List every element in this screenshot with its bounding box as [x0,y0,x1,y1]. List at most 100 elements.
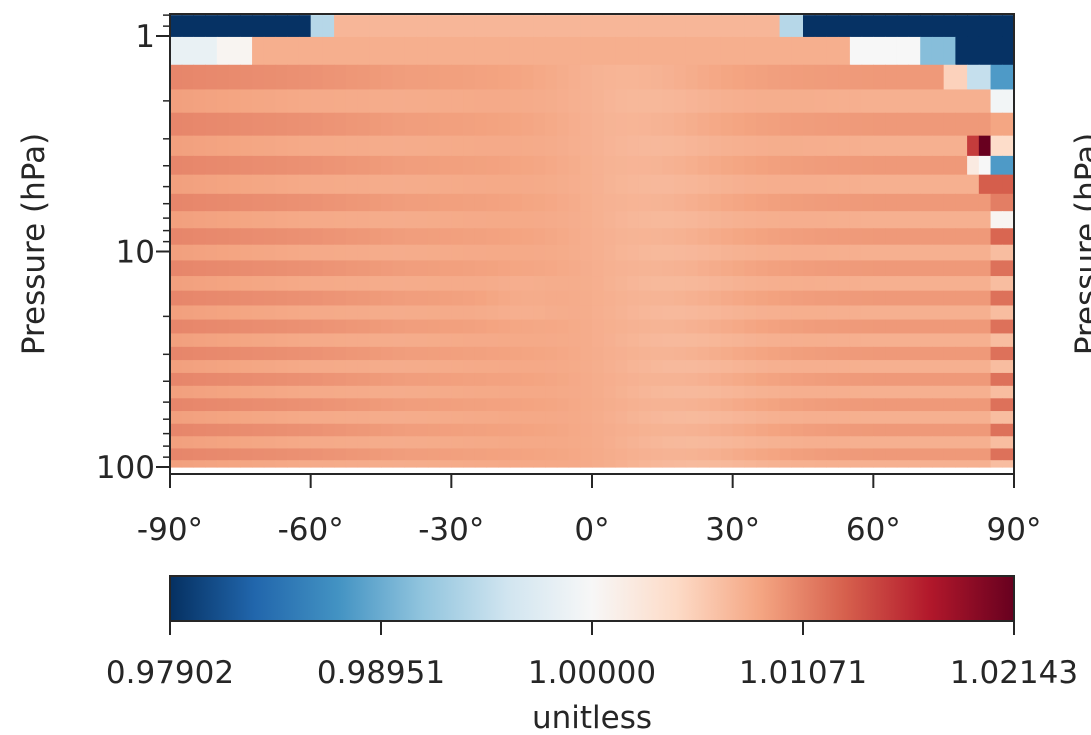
heatmap-cell [896,174,910,195]
heatmap-cell [181,64,195,91]
heatmap-cell [474,333,488,348]
heatmap-cell [275,260,288,277]
heatmap-cell [990,319,1003,335]
heatmap-cell [1002,398,1014,412]
heatmap-cell [861,436,874,450]
heatmap-cell [896,260,910,277]
heatmap-cell [685,398,699,412]
heatmap-cell [767,260,781,277]
heatmap-cell [908,385,921,399]
heatmap-cell [263,448,277,461]
heatmap-cell [885,260,898,277]
heatmap-cell [627,244,640,262]
heatmap-cell [896,333,910,348]
heatmap-cell [709,211,722,229]
heatmap-cell [674,112,687,137]
heatmap-cell [592,398,605,412]
heatmap-cell [838,372,851,387]
heatmap-cell [638,346,652,361]
heatmap-cell [392,244,406,262]
heatmap-cell [885,372,898,387]
heatmap-cell [803,64,816,91]
heatmap-cell [334,135,347,157]
heatmap-cell [439,460,452,468]
heatmap-cell [181,398,195,412]
heatmap-cell [791,460,804,468]
heatmap-cell [885,448,898,461]
heatmap-cell [451,276,464,292]
heatmap-cell [545,135,558,157]
x-tick-label: 60° [846,512,901,548]
heatmap-cell [627,360,640,374]
heatmap-cell [263,360,277,374]
heatmap-cell [463,436,476,450]
heatmap-cell [697,448,710,461]
heatmap-cell [838,228,851,246]
heatmap-cell [568,305,581,321]
heatmap-cell [697,135,710,157]
heatmap-cell [779,319,792,335]
heatmap-cell [861,411,874,425]
heatmap-cell [240,155,253,176]
heatmap-cell [205,319,218,335]
heatmap-cell [310,260,323,277]
heatmap-cell [732,193,745,212]
heatmap-cell [943,36,956,66]
heatmap-cell [861,228,874,246]
heatmap-cell [662,448,675,461]
heatmap-cell [427,411,441,425]
heatmap-cell [170,290,183,307]
heatmap-cell [427,460,441,468]
heatmap-cell [322,155,335,176]
heatmap-cell [873,411,886,425]
heatmap-cell [638,155,652,176]
heatmap-cell [779,333,792,348]
heatmap-cell [650,448,663,461]
heatmap-cell [920,436,933,450]
heatmap-cell [650,346,663,361]
heatmap-cell [709,64,722,91]
heatmap-cell [193,228,206,246]
heatmap-cell [392,290,406,307]
heatmap-cell [732,135,745,157]
heatmap-cell [193,193,206,212]
heatmap-cell [603,411,617,425]
heatmap-cell [720,290,734,307]
heatmap-cell [709,135,722,157]
heatmap-cell [838,290,851,307]
heatmap-cell [486,228,499,246]
heatmap-cell [1002,411,1014,425]
heatmap-cell [896,193,910,212]
heatmap-cell [275,360,288,374]
heatmap-cell [803,436,816,450]
colorbar-tick-label: 1.00000 [528,655,656,691]
heatmap-cell [803,360,816,374]
heatmap-cell [193,372,206,387]
heatmap-cell [861,211,874,229]
heatmap-cell [392,305,406,321]
heatmap-cell [720,385,734,399]
heatmap-cell [498,36,511,66]
heatmap-cell [486,155,499,176]
y-axis-label: Pressure (hPa) [16,133,52,355]
heatmap-cell [240,360,253,374]
heatmap-cell [896,372,910,387]
heatmap-cell [674,36,687,66]
heatmap-cell [404,385,417,399]
heatmap-cell [416,15,429,38]
heatmap-cell [439,305,452,321]
heatmap-cell [521,174,534,195]
heatmap-cell [791,135,804,157]
heatmap-cell [556,333,570,348]
heatmap-cell [216,305,230,321]
heatmap-cell [931,228,945,246]
heatmap-cell [826,112,839,137]
heatmap-cell [662,174,675,195]
heatmap-cell [545,460,558,468]
heatmap-cell [767,448,781,461]
heatmap-cell [357,244,370,262]
heatmap-cell [849,155,863,176]
heatmap-cell [369,89,382,114]
heatmap-cell [298,174,312,195]
heatmap-cell [943,260,956,277]
